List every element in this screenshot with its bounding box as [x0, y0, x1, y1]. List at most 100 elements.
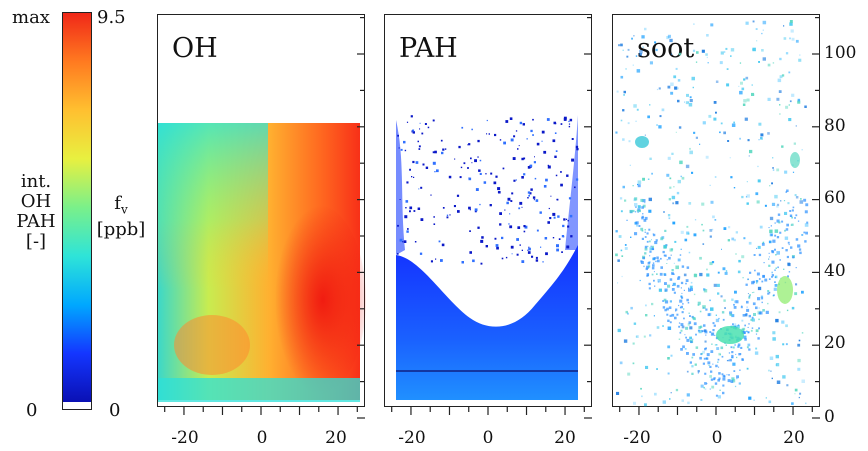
soot-band-speckle: [749, 271, 752, 274]
pah-speckle: [567, 225, 570, 228]
soot-band-speckle: [786, 189, 789, 192]
pah-speckle: [543, 185, 547, 188]
ytick-0: 0: [824, 407, 835, 427]
soot-speckle: [743, 78, 746, 81]
soot-band-speckle: [768, 227, 770, 229]
soot-band-speckle: [656, 259, 660, 263]
soot-speckle: [639, 53, 642, 56]
soot-band-speckle: [795, 214, 798, 217]
soot-band-speckle: [654, 241, 658, 245]
soot-speckle: [750, 329, 753, 332]
soot-band-speckle: [703, 386, 705, 389]
soot-speckle: [623, 94, 625, 96]
soot-speckle: [718, 352, 721, 356]
pah-speckle: [474, 210, 477, 213]
soot-band-speckle: [662, 250, 665, 254]
soot-band-speckle: [777, 266, 779, 269]
soot-band-speckle: [681, 292, 683, 294]
soot-speckle: [791, 306, 795, 310]
soot-band-speckle: [640, 198, 644, 202]
soot-band-speckle: [721, 373, 724, 376]
soot-band-speckle: [655, 260, 657, 263]
soot-band-speckle: [710, 370, 713, 373]
soot-speckle: [632, 342, 635, 345]
soot-band-speckle: [646, 232, 649, 235]
pah-speckle: [409, 210, 411, 213]
soot-band-speckle: [713, 324, 716, 327]
soot-band-speckle: [722, 374, 726, 378]
soot-speckle: [781, 145, 784, 148]
soot-band-speckle: [710, 332, 715, 336]
soot-speckle: [713, 117, 717, 121]
soot-band-speckle: [664, 254, 667, 257]
pah-speckle: [477, 139, 480, 143]
pah-speckle: [412, 129, 415, 132]
soot-band-speckle: [653, 257, 656, 260]
soot-speckle: [690, 281, 693, 284]
soot-speckle: [786, 384, 789, 387]
soot-band-speckle: [785, 228, 789, 231]
soot-band-speckle: [679, 299, 683, 303]
soot-band-speckle: [757, 297, 761, 301]
soot-hotspot-upper-right: [790, 152, 800, 168]
soot-band-speckle: [709, 331, 712, 333]
soot-band-speckle: [642, 204, 646, 208]
pah-v-shaped-region: [396, 245, 578, 400]
pah-speckle: [406, 181, 409, 184]
soot-band-speckle: [757, 337, 760, 340]
soot-speckle: [680, 175, 682, 178]
pah-speckle: [412, 131, 415, 134]
pah-speckle: [432, 151, 435, 154]
soot-speckle: [617, 259, 620, 262]
pah-speckle: [527, 166, 531, 169]
soot-band-speckle: [695, 333, 697, 336]
soot-band-speckle: [747, 278, 749, 280]
soot-band-speckle: [790, 246, 793, 249]
soot-speckle: [651, 245, 654, 248]
soot-band-speckle: [712, 329, 715, 332]
soot-band-speckle: [693, 322, 697, 326]
soot-speckle: [741, 255, 745, 259]
soot-band-speckle: [669, 314, 672, 317]
soot-band-speckle: [765, 310, 769, 314]
pah-speckle: [575, 178, 579, 181]
pah-speckle: [501, 236, 504, 240]
soot-speckle: [637, 180, 642, 184]
colorbar-max-label: max: [12, 7, 50, 28]
pah-speckle: [521, 157, 524, 161]
soot-speckle: [648, 209, 652, 213]
soot-band-speckle: [718, 377, 721, 380]
soot-band-speckle: [731, 354, 734, 358]
soot-band-speckle: [733, 306, 737, 309]
soot-speckle: [694, 363, 697, 366]
soot-speckle: [618, 44, 620, 47]
soot-band-speckle: [774, 248, 776, 251]
soot-band-speckle: [682, 303, 684, 305]
soot-band-speckle: [644, 216, 648, 220]
soot-speckle: [801, 234, 804, 236]
colorbar-gradient: [63, 13, 91, 402]
pah-speckle: [418, 188, 420, 190]
soot-band-speckle: [717, 379, 720, 382]
soot-band-speckle: [725, 344, 727, 346]
soot-band-speckle: [629, 209, 633, 213]
soot-speckle: [633, 104, 637, 108]
soot-band-speckle: [756, 272, 760, 276]
soot-speckle: [680, 230, 684, 234]
soot-speckle: [701, 49, 705, 53]
soot-speckle: [746, 181, 748, 183]
soot-speckle: [715, 314, 717, 316]
pah-speckle: [435, 258, 437, 260]
soot-band-speckle: [644, 202, 646, 204]
soot-speckle: [767, 63, 771, 67]
soot-speckle: [771, 377, 773, 380]
pah-speckle: [490, 172, 493, 175]
soot-speckle: [736, 325, 740, 329]
soot-speckle: [620, 43, 623, 47]
soot-speckle: [681, 325, 685, 329]
soot-speckle: [784, 211, 788, 215]
soot-band-speckle: [783, 268, 785, 270]
soot-speckle: [801, 290, 804, 294]
soot-band-speckle: [746, 346, 749, 349]
soot-band-speckle: [660, 237, 664, 241]
